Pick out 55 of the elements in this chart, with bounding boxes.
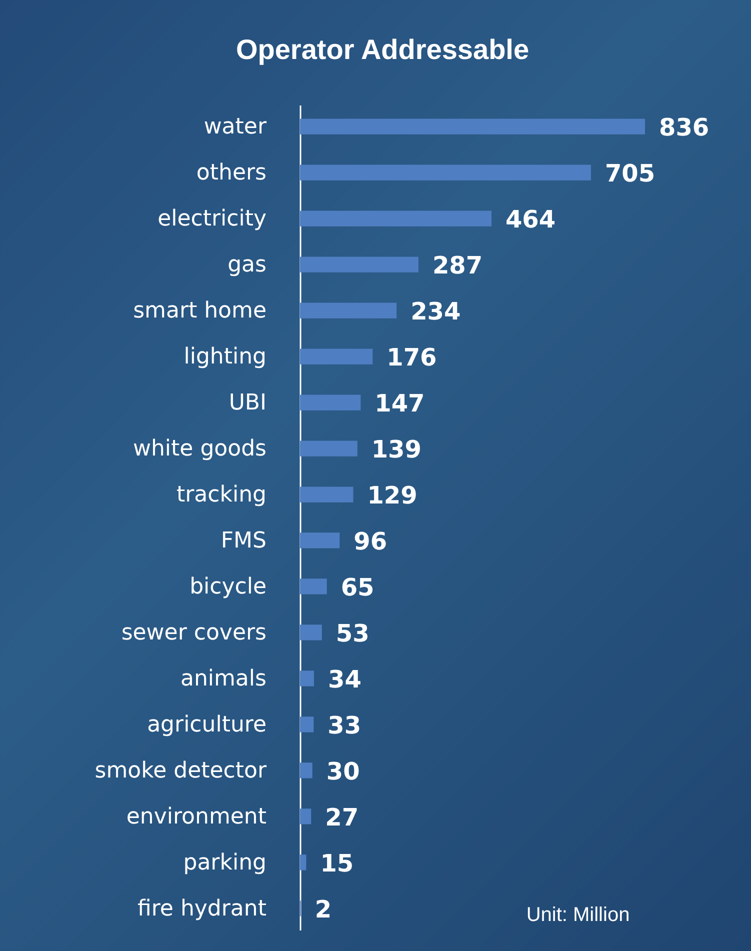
bar xyxy=(300,118,645,134)
data-label: 287 xyxy=(432,252,483,280)
bar xyxy=(300,762,312,778)
bar xyxy=(300,394,361,410)
y-tick-label: others xyxy=(196,160,266,186)
bar xyxy=(300,164,591,180)
bar xyxy=(300,578,327,594)
data-label: 129 xyxy=(367,482,418,510)
data-label: 705 xyxy=(604,160,656,188)
annotation: Unit: Million xyxy=(526,904,630,926)
data-label: 53 xyxy=(336,619,370,648)
data-label: 464 xyxy=(505,206,556,234)
y-tick-label: gas xyxy=(228,252,266,278)
bar xyxy=(300,854,306,870)
data-label: 15 xyxy=(320,849,354,878)
bar xyxy=(300,440,358,456)
y-tick-label: electricity xyxy=(158,206,266,232)
y-tick-label: smoke detector xyxy=(94,758,268,784)
bar xyxy=(300,302,397,318)
y-tick-label: tracking xyxy=(176,482,266,508)
y-tick-label: parking xyxy=(183,850,266,876)
y-tick-label: UBI xyxy=(228,390,266,416)
y-tick-label: fire hydrant xyxy=(138,896,267,922)
chart-title: Operator Addressable xyxy=(236,34,530,65)
data-label: 234 xyxy=(410,298,461,326)
bar xyxy=(300,210,492,226)
data-label: 2 xyxy=(314,895,332,924)
bar xyxy=(300,624,322,640)
data-label: 30 xyxy=(326,757,360,786)
y-tick-label: animals xyxy=(180,666,266,692)
bar xyxy=(300,348,373,364)
bar xyxy=(300,716,314,732)
data-label: 836 xyxy=(659,114,710,142)
bar xyxy=(300,532,340,548)
data-label: 34 xyxy=(328,665,362,694)
bar xyxy=(300,486,354,502)
bar xyxy=(300,256,418,272)
y-tick-label: sewer covers xyxy=(121,620,266,646)
y-tick-label: white goods xyxy=(132,436,266,462)
data-label: 176 xyxy=(386,344,437,372)
y-tick-label: environment xyxy=(126,804,267,830)
bar xyxy=(300,808,312,824)
y-tick-label: bicycle xyxy=(190,574,266,600)
data-label: 65 xyxy=(340,573,374,602)
y-tick-label: agriculture xyxy=(147,712,266,738)
data-label: 147 xyxy=(374,390,425,418)
data-label: 139 xyxy=(371,436,422,464)
y-tick-label: smart home xyxy=(133,298,266,324)
data-label: 33 xyxy=(328,711,362,740)
data-label: 96 xyxy=(354,527,388,556)
data-label: 27 xyxy=(325,803,359,832)
bar xyxy=(300,670,314,686)
y-tick-label: lighting xyxy=(184,344,266,370)
y-tick-label: water xyxy=(204,114,268,140)
y-tick-label: FMS xyxy=(220,528,266,554)
